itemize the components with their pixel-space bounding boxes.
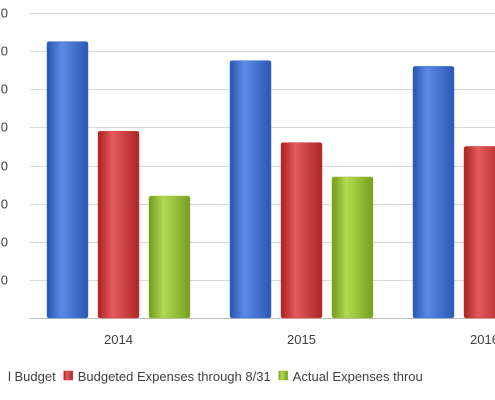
bar-2014-series-0 [46,41,89,319]
x-tick-label: 2014 [104,332,133,347]
bars [46,41,495,319]
y-tick-label: 0 [1,44,8,59]
bar-2015-series-1 [280,142,323,319]
y-tick-label: 0 [1,159,8,174]
legend-entry-label: Actual Expenses throu [293,369,423,384]
y-tick-label: 0 [1,82,8,97]
bar-2014-series-1 [97,130,140,319]
y-tick-label: 0 [1,273,8,288]
legend-swatch [63,370,73,381]
legend: l Budget Budgeted Expenses through 8/31 Ac… [8,369,423,384]
y-tick-label: 0 [1,6,8,21]
x-tick-label: 2016 [470,332,495,347]
legend-entry-label: Budgeted Expenses through 8/31 [78,369,271,384]
x-axis-tick-labels: 2014 2015 2016 [104,332,495,347]
y-tick-label: 0 [1,120,8,135]
bar-2016-series-0 [412,66,455,319]
bar-2015-series-2 [331,176,374,319]
bar-2015-series-0 [229,60,272,319]
legend-swatch [278,370,288,381]
x-tick-label: 2015 [287,332,316,347]
bar-2016-series-1 [463,146,495,319]
y-tick-label: 0 [1,197,8,212]
y-tick-label: 0 [1,235,8,250]
bar-2014-series-2 [148,195,191,319]
legend-entry-label: l Budget [8,369,56,384]
y-axis-tick-labels: 0 0 0 0 0 0 0 0 [1,6,8,288]
